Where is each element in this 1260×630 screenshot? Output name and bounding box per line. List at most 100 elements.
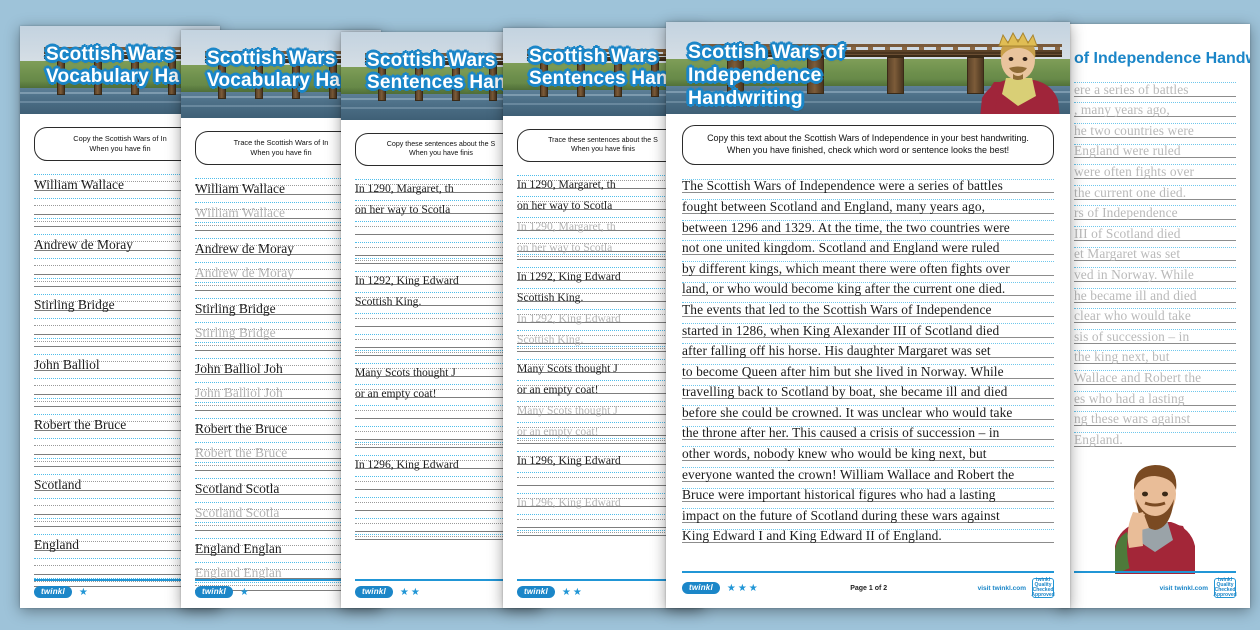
ghost-body-text-line[interactable]: England. [1074,426,1236,447]
worksheet-card-text-copy[interactable]: Scottish Wars of Independence Handwritin… [666,22,1070,608]
worksheet-card-text-trace[interactable]: of Independence Handwriting ere a series… [1060,24,1250,608]
guide-line[interactable]: Scotland Scotla [195,495,367,520]
guide-line[interactable]: England Englan [195,555,367,580]
body-text-line[interactable]: not one united kingdom. Scotland and Eng… [682,235,1054,256]
visit-link[interactable]: visit twinkl.com [1159,584,1208,592]
body-text-line[interactable]: travelling back to Scotland by boat, she… [682,379,1054,400]
guide-line[interactable]: In 1292, King Edward [517,302,689,325]
guide-line[interactable] [355,214,527,235]
guide-line[interactable] [34,491,206,515]
guide-line[interactable]: Robert the Bruce [34,407,206,432]
guide-line[interactable]: Stirling Bridge [195,291,367,316]
guide-line[interactable] [355,348,527,356]
body-text-line[interactable]: fought between Scotland and England, man… [682,193,1054,214]
body-text-line[interactable]: the throne after her. This caused a cris… [682,420,1054,441]
guide-line[interactable]: England [34,527,206,552]
guide-line[interactable] [195,519,367,531]
guide-line[interactable]: In 1290, Margaret, th [355,172,527,195]
guide-line[interactable]: Scottish King. [517,281,689,304]
ghost-body-text-line[interactable]: rs of Independence [1074,200,1236,221]
guide-line[interactable] [34,371,206,395]
guide-line[interactable]: Many Scots thought J [355,356,527,379]
guide-line[interactable] [34,395,206,407]
guide-line[interactable]: John Balliol [34,347,206,372]
ghost-body-text-line[interactable]: , many years ago, [1074,97,1236,118]
guide-line[interactable]: Andrew de Moray [195,255,367,280]
guide-line[interactable] [34,575,206,587]
guide-line[interactable] [355,532,527,540]
guide-line[interactable]: Robert the Bruce [195,411,367,436]
guide-line[interactable] [195,219,367,231]
guide-line[interactable] [34,311,206,335]
guide-line[interactable]: or an empty coat! [355,377,527,400]
ghost-body-text-line[interactable]: sis of succession – in [1074,323,1236,344]
guide-line[interactable] [355,469,527,490]
body-text-line[interactable]: started in 1286, when King Alexander III… [682,317,1054,338]
guide-line[interactable] [355,490,527,511]
guide-line[interactable]: William Wallace [195,195,367,220]
guide-line[interactable] [34,431,206,455]
body-text-line[interactable]: to become Queen after him but she lived … [682,358,1054,379]
body-text-line[interactable]: The events that led to the Scottish Wars… [682,296,1054,317]
body-text-line[interactable]: by different kings, which meant there we… [682,255,1054,276]
guide-line[interactable] [355,511,527,532]
guide-line[interactable] [195,459,367,471]
guide-line[interactable]: Andrew de Moray [34,227,206,252]
guide-line[interactable]: Scotland Scotla [195,471,367,496]
ghost-body-text-line[interactable]: he became ill and died [1074,282,1236,303]
guide-line[interactable]: Stirling Bridge [34,287,206,312]
guide-line[interactable] [34,455,206,467]
guide-line[interactable] [355,398,527,419]
guide-line[interactable]: In 1290, Margaret, th [517,168,689,191]
guide-line[interactable]: William Wallace [34,167,206,192]
ghost-body-text-line[interactable]: England were ruled [1074,138,1236,159]
guide-line[interactable] [195,399,367,411]
guide-line[interactable] [517,436,689,444]
guide-line[interactable] [34,191,206,215]
ghost-body-text-line[interactable]: clear who would take [1074,303,1236,324]
guide-line[interactable]: on her way to Scotla [517,189,689,212]
guide-line[interactable] [355,419,527,440]
ghost-body-text-line[interactable]: es who had a lasting [1074,385,1236,406]
ghost-body-text-line[interactable]: the current one died. [1074,179,1236,200]
guide-line[interactable] [34,275,206,287]
guide-line[interactable]: Stirling Bridge [195,315,367,340]
guide-line[interactable]: Scotland [34,467,206,492]
body-text-line[interactable]: The Scottish Wars of Independence were a… [682,173,1054,194]
guide-line[interactable]: In 1290, Margaret, th [517,210,689,233]
ghost-body-text-line[interactable]: ved in Norway. While [1074,261,1236,282]
guide-line[interactable]: Many Scots thought J [517,352,689,375]
guide-line[interactable]: on her way to Scotla [355,193,527,216]
guide-line[interactable] [355,306,527,327]
guide-line[interactable] [355,440,527,448]
body-text-line[interactable]: after falling off his horse. His daughte… [682,338,1054,359]
guide-line[interactable]: Scottish King. [355,285,527,308]
ghost-body-text-line[interactable]: III of Scotland died [1074,220,1236,241]
guide-line[interactable] [517,507,689,528]
guide-line[interactable] [517,528,689,536]
guide-line[interactable] [517,252,689,260]
ghost-body-text-line[interactable]: ng these wars against [1074,406,1236,427]
body-text-line[interactable]: impact on the future of Scotland during … [682,502,1054,523]
guide-line[interactable]: Scottish King. [517,323,689,346]
guide-line[interactable]: William Wallace [195,171,367,196]
guide-line[interactable]: England Englan [195,531,367,556]
guide-line[interactable] [34,251,206,275]
ghost-body-text-line[interactable]: et Margaret was set [1074,241,1236,262]
guide-line[interactable]: John Balliol Joh [195,375,367,400]
guide-line[interactable]: In 1296, King Edward [355,448,527,471]
guide-line[interactable] [34,215,206,227]
guide-line[interactable] [34,551,206,575]
guide-line[interactable]: In 1296, King Edward [517,444,689,467]
ghost-body-text-line[interactable]: he two countries were [1074,117,1236,138]
guide-line[interactable] [195,579,367,591]
ghost-body-text-line[interactable]: ere a series of battles [1074,76,1236,97]
guide-line[interactable] [517,465,689,486]
guide-line[interactable]: John Balliol Joh [195,351,367,376]
guide-line[interactable] [34,335,206,347]
body-text-line[interactable]: Bruce were important historical figures … [682,482,1054,503]
visit-link[interactable]: visit twinkl.com [977,584,1026,592]
guide-line[interactable]: In 1292, King Edward [355,264,527,287]
body-text-line[interactable]: everyone wanted the crown! William Walla… [682,461,1054,482]
guide-line[interactable] [355,256,527,264]
